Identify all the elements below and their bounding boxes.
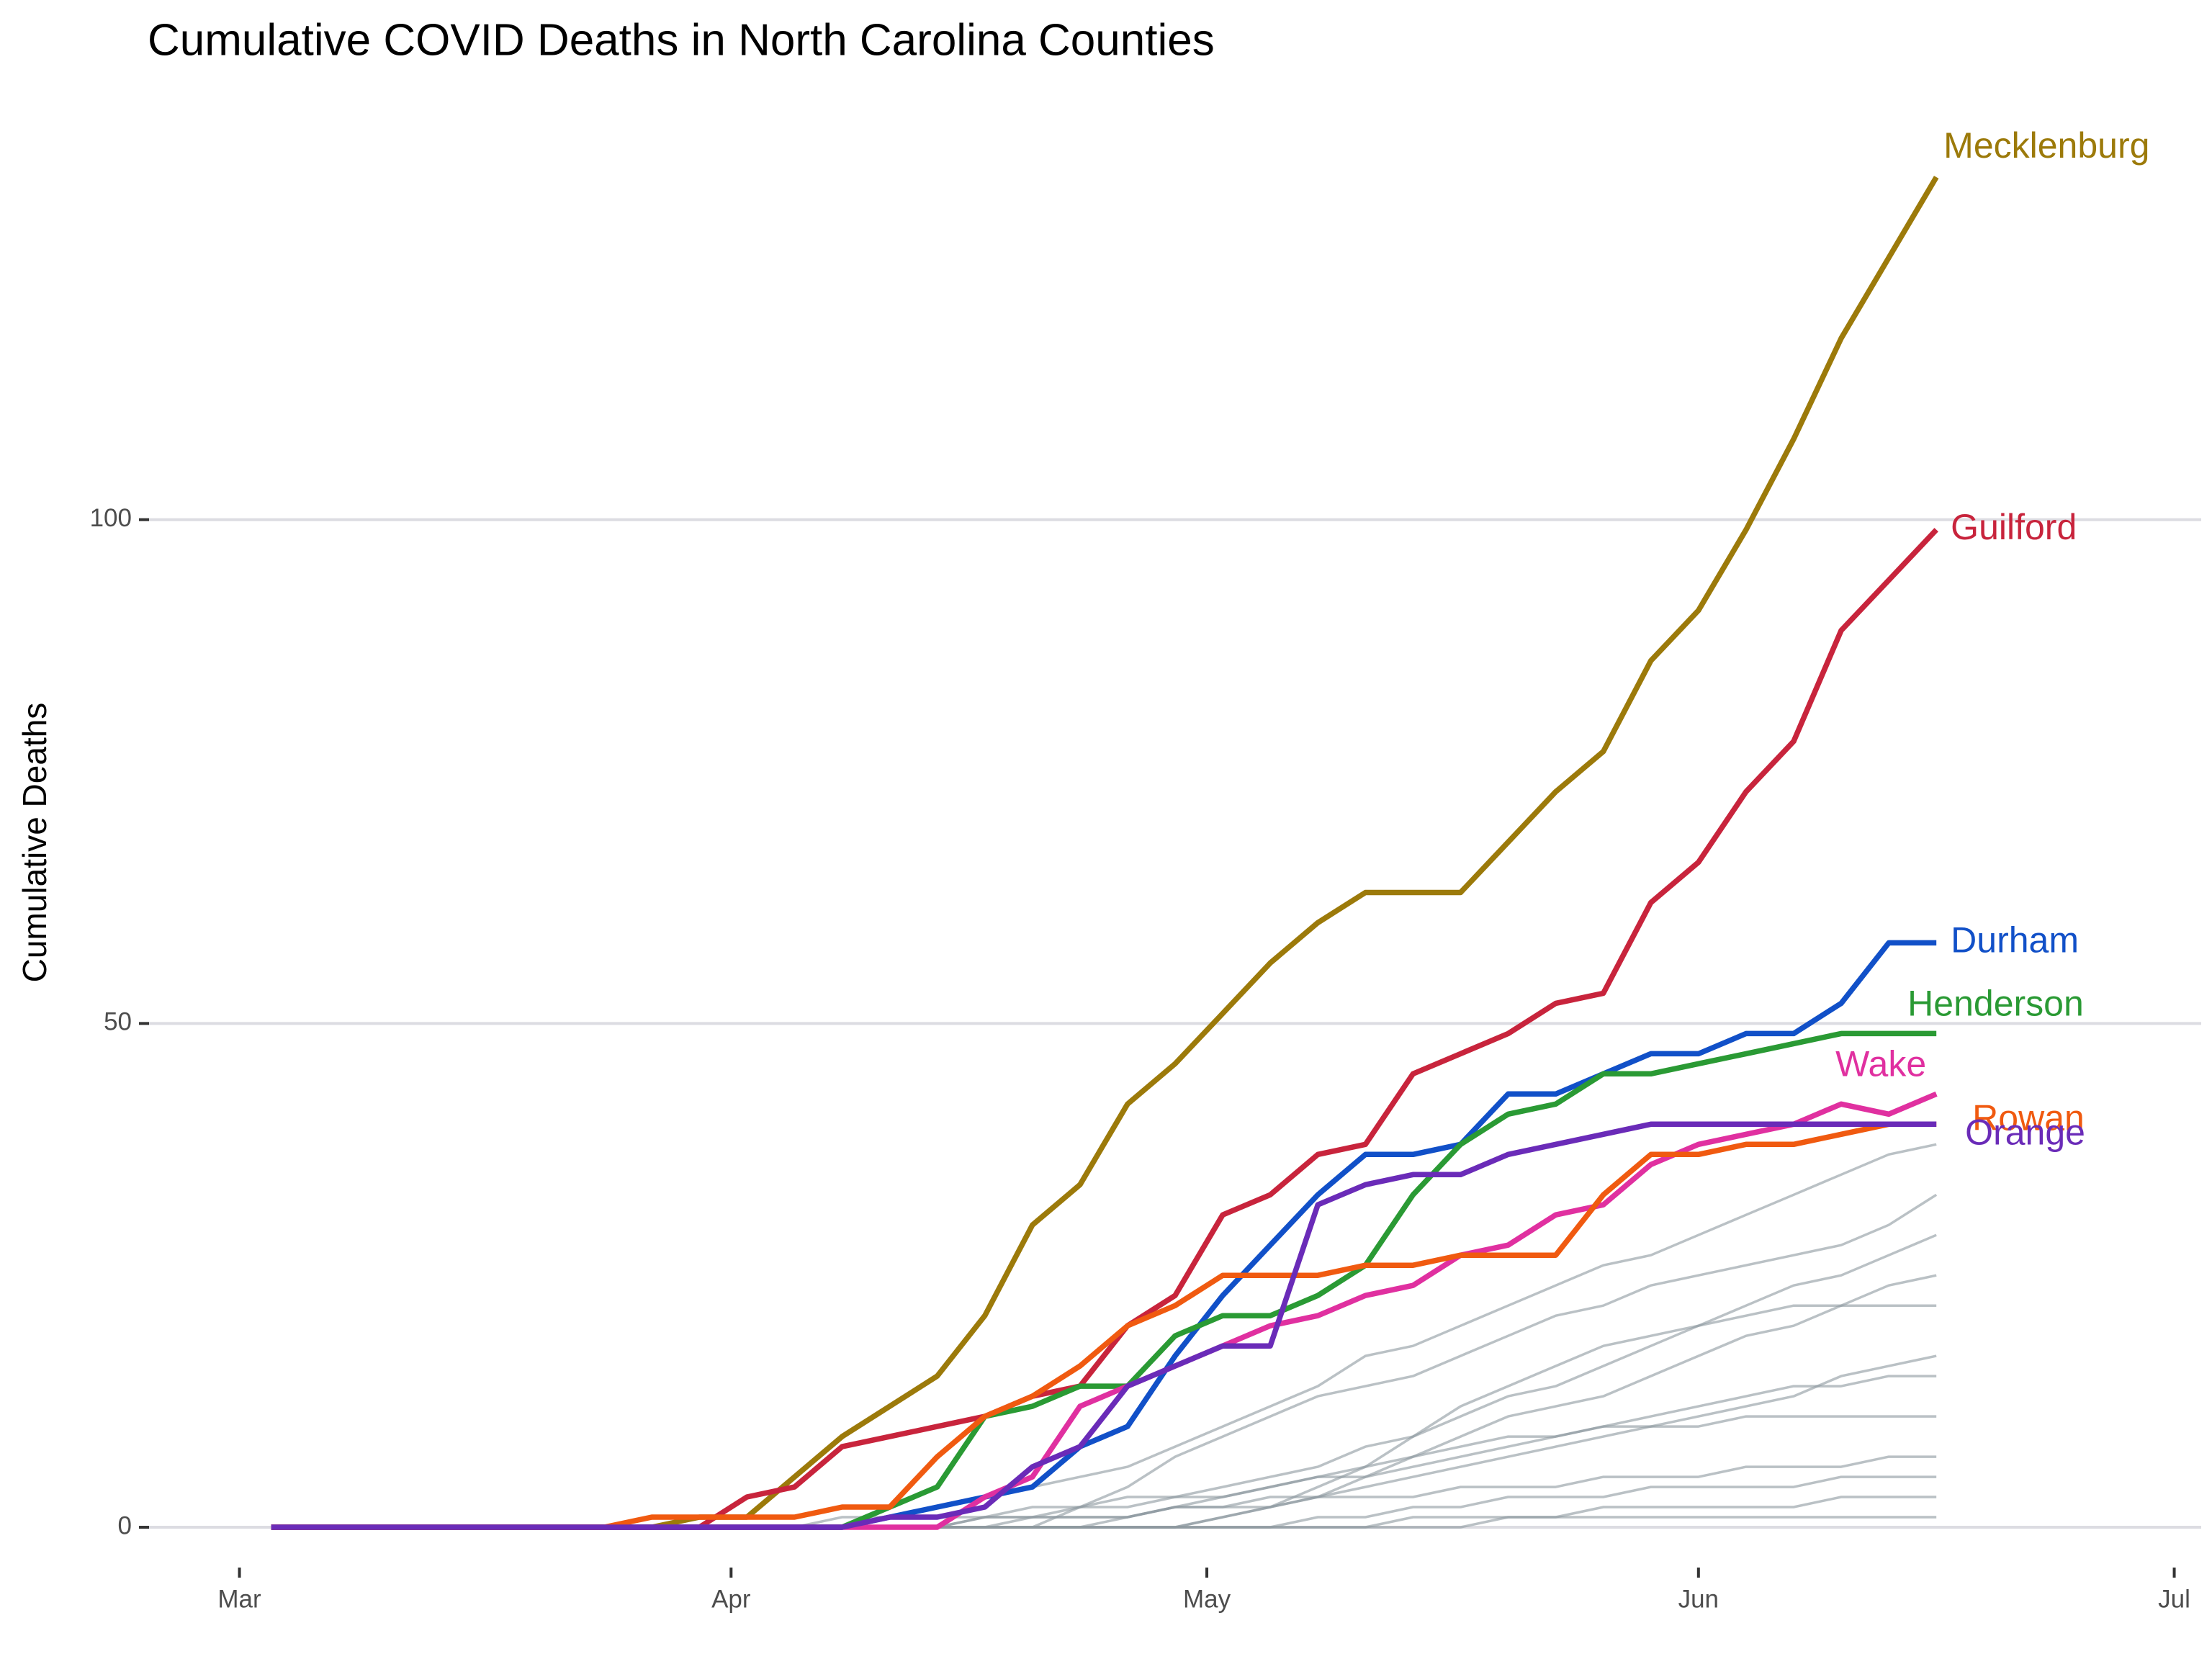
series-line [271,1121,1937,1530]
x-tick-label: Mar [217,1585,261,1613]
series-label: Rowan [1972,1098,2085,1138]
x-tick-label: Jun [1678,1585,1719,1613]
series-label: Orange [1965,1112,2085,1153]
y-tick-label: 50 [104,1008,132,1036]
y-tick-label: 0 [118,1511,132,1539]
series-label: Guilford [1951,507,2077,547]
series-label: Henderson [1907,984,2084,1024]
series-label: Wake [1835,1044,1926,1084]
y-axis-label: Cumulative Deaths [16,703,53,983]
x-tick-label: Apr [711,1585,751,1613]
series-label: Durham [1951,920,2079,961]
chart-title: Cumulative COVID Deaths in North Carolin… [148,15,1215,65]
x-tick-label: Jul [2158,1585,2190,1613]
series-label: Mecklenburg [1943,125,2149,166]
y-tick-label: 100 [90,504,132,532]
x-tick-label: May [1183,1585,1231,1613]
